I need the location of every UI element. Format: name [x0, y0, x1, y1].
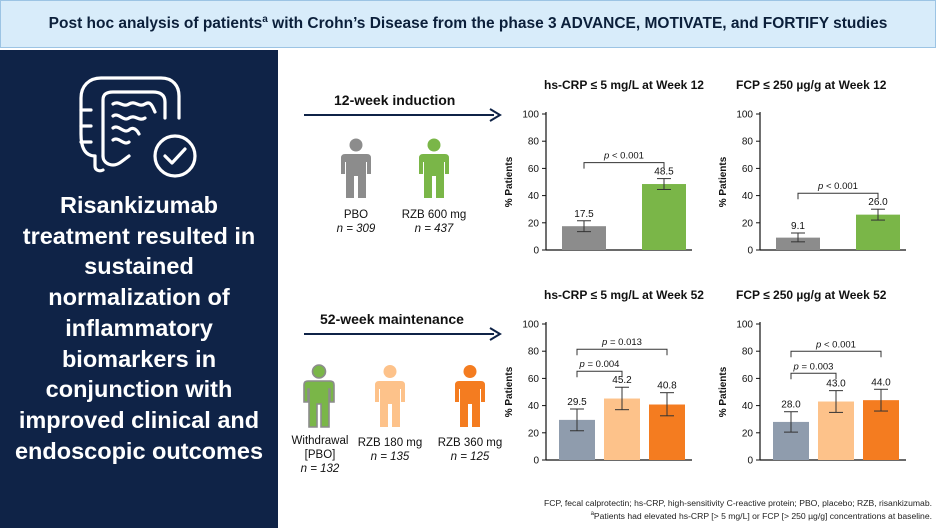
data-label-1: 29.5 [567, 397, 587, 408]
data-label-1: 9.1 [791, 221, 805, 232]
y-axis-label: % Patients [718, 366, 729, 417]
data-label-1: 17.5 [574, 209, 594, 220]
bar-1 [776, 237, 820, 250]
y-tick-label: 60 [742, 374, 754, 385]
p-value-label-1: p < 0.001 [817, 181, 858, 192]
y-tick-label: 40 [742, 191, 754, 202]
chart-crp-week12: % Patients 0 20 40 60 80 100 17.5 48.5 p < 0.001 [504, 110, 692, 257]
y-tick-label: 0 [533, 246, 539, 257]
y-tick-label: 80 [742, 347, 754, 358]
data-label-2: 26.0 [868, 197, 888, 208]
y-tick-label: 20 [528, 428, 540, 439]
data-label-2: 48.5 [654, 167, 674, 178]
y-tick-label: 100 [736, 110, 753, 121]
p-value-label-1: p = 0.003 [793, 361, 834, 372]
y-tick-label: 20 [742, 428, 754, 439]
p-value-label-2: p = 0.013 [601, 337, 642, 348]
sidebar-panel: Risankizumab treatment resulted in susta… [0, 50, 278, 528]
y-axis-label: % Patients [504, 366, 515, 417]
y-tick-label: 0 [533, 456, 539, 467]
group-label-rzb-180: RZB 180 mg n = 135 [357, 437, 423, 463]
footnote-a: aPatients had elevated hs-CRP [> 5 mg/L]… [590, 510, 932, 521]
y-tick-label: 0 [747, 246, 753, 257]
bar-2 [642, 184, 686, 250]
y-tick-label: 20 [742, 218, 754, 229]
intestine-check-icon [79, 76, 197, 178]
data-label-3: 40.8 [657, 381, 677, 392]
y-tick-label: 100 [522, 320, 539, 331]
significance-bracket-1 [576, 370, 623, 378]
y-tick-label: 100 [522, 110, 539, 121]
group-label-rzb-360: RZB 360 mg n = 125 [437, 437, 503, 463]
footnote-abbreviations: FCP, fecal calprotectin; hs-CRP, high-se… [544, 498, 932, 508]
bar-1 [562, 226, 606, 250]
chart-crp-week52: % Patients 0 20 40 60 80 100 29.5 45.2 40.8 p = 0.… [504, 320, 692, 467]
y-tick-label: 0 [747, 456, 753, 467]
y-tick-label: 60 [742, 164, 754, 175]
p-value-label-1: p < 0.001 [603, 151, 644, 162]
person-icon-pbo [341, 138, 371, 198]
y-tick-label: 80 [528, 137, 540, 148]
y-tick-label: 40 [528, 191, 540, 202]
y-tick-label: 80 [742, 137, 754, 148]
p-value-label-1: p = 0.004 [579, 359, 620, 370]
y-tick-label: 40 [742, 401, 754, 412]
y-axis-label: % Patients [718, 156, 729, 207]
chart-fcp-week12: % Patients 0 20 40 60 80 100 9.1 26.0 p < 0.001 [718, 110, 906, 257]
group-label-withdrawal: Withdrawal [PBO] n = 132 [291, 435, 349, 475]
group-label-pbo: PBO n = 309 [336, 209, 376, 235]
y-tick-label: 60 [528, 374, 540, 385]
chart-title-crp-w12: hs-CRP ≤ 5 mg/L at Week 12 [544, 78, 704, 92]
y-axis-label: % Patients [504, 156, 515, 207]
data-label-1: 28.0 [781, 400, 801, 411]
page-title: Post hoc analysis of patientsa with Croh… [48, 14, 888, 33]
chart-title-fcp-w52: FCP ≤ 250 µg/g at Week 52 [736, 288, 887, 302]
footnote: FCP, fecal calprotectin; hs-CRP, high-se… [480, 498, 932, 522]
significance-bracket-1 [583, 162, 665, 169]
main-panel: 12-week induction 52-week maintenance PB… [278, 50, 936, 528]
y-tick-label: 60 [528, 164, 540, 175]
person-icon-rzb-180 [375, 365, 405, 427]
person-icon-rzb-360 [455, 365, 485, 427]
data-label-2: 45.2 [612, 375, 632, 386]
y-tick-label: 80 [528, 347, 540, 358]
chart-fcp-week52: % Patients 0 20 40 60 80 100 28.0 43.0 44.0 p = 0.… [718, 320, 906, 467]
person-icon-rzb-600 [419, 138, 449, 198]
data-label-3: 44.0 [871, 377, 891, 388]
significance-bracket-1 [797, 192, 879, 200]
significance-bracket-2 [790, 350, 882, 358]
maintenance-label: 52-week maintenance [320, 311, 464, 327]
group-label-rzb-600: RZB 600 mg n = 437 [401, 209, 467, 235]
maintenance-arrow-icon [304, 327, 502, 341]
induction-label: 12-week induction [334, 92, 456, 108]
header-banner: Post hoc analysis of patientsa with Croh… [0, 0, 936, 48]
data-label-2: 43.0 [826, 379, 846, 390]
chart-title-crp-w52: hs-CRP ≤ 5 mg/L at Week 52 [544, 288, 704, 302]
y-tick-label: 100 [736, 320, 753, 331]
significance-bracket-1 [790, 372, 837, 380]
key-finding-headline: Risankizumab treatment resulted in susta… [14, 192, 264, 464]
y-tick-label: 20 [528, 218, 540, 229]
p-value-label-2: p < 0.001 [815, 339, 856, 350]
y-tick-label: 40 [528, 401, 540, 412]
chart-title-fcp-w12: FCP ≤ 250 µg/g at Week 12 [736, 78, 887, 92]
induction-arrow-icon [304, 108, 502, 122]
significance-bracket-2 [576, 348, 668, 356]
person-icon-withdrawal [303, 364, 335, 428]
